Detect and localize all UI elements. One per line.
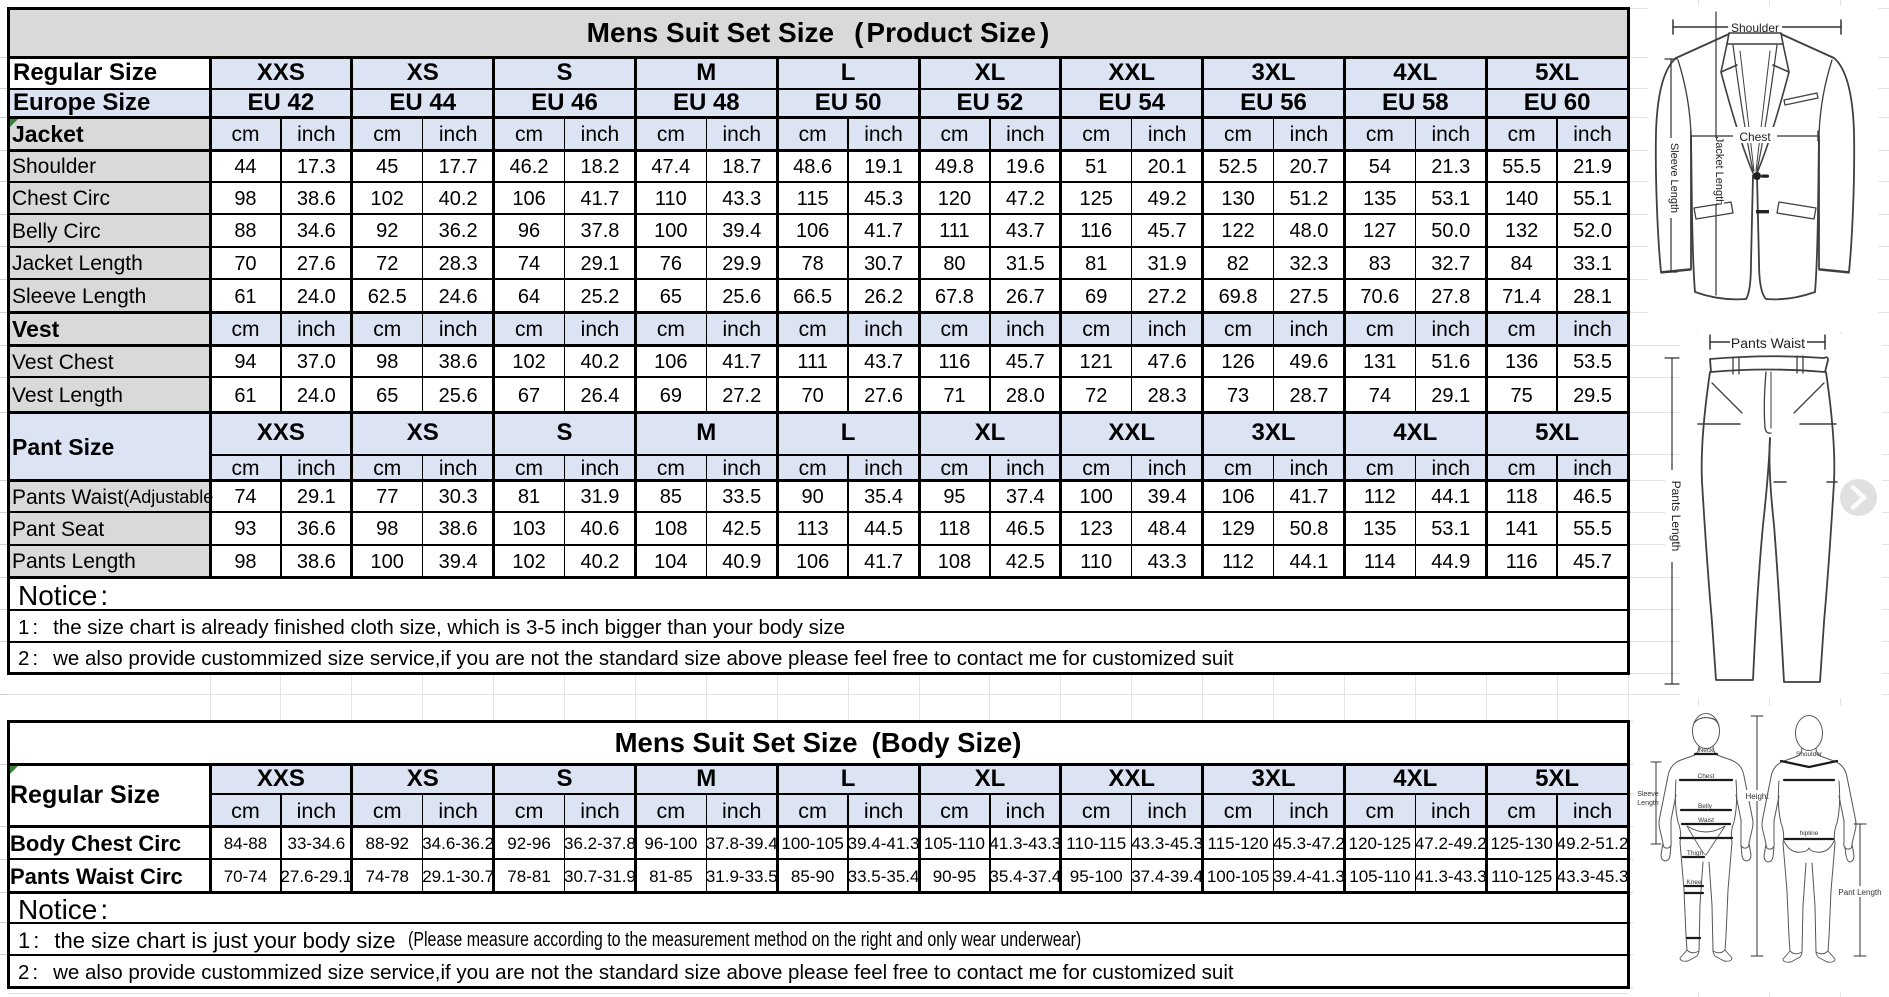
svg-text:Jacket Length: Jacket Length	[1713, 137, 1725, 206]
svg-text:Chest: Chest	[1698, 773, 1715, 780]
svg-text:Sleeve Length: Sleeve Length	[1668, 143, 1680, 213]
svg-text:hipline: hipline	[1800, 830, 1819, 837]
svg-text:Shoulder: Shoulder	[1796, 751, 1823, 758]
svg-text:Pants Waist: Pants Waist	[1731, 335, 1805, 351]
svg-text:Pants Length: Pants Length	[1669, 481, 1683, 552]
svg-text:Chest: Chest	[1739, 130, 1771, 144]
svg-text:Waist: Waist	[1698, 817, 1714, 824]
svg-text:Knee: Knee	[1686, 879, 1702, 886]
svg-text:Length: Length	[1637, 800, 1659, 807]
svg-text:Shoulder: Shoulder	[1731, 21, 1779, 35]
svg-text:Neck: Neck	[1699, 747, 1715, 754]
svg-text:Pant Length: Pant Length	[1838, 888, 1881, 897]
svg-text:Thigh: Thigh	[1687, 850, 1704, 857]
svg-text:Belly: Belly	[1698, 803, 1713, 810]
svg-text:Sleeve: Sleeve	[1637, 791, 1659, 798]
svg-text:Height: Height	[1745, 792, 1769, 801]
